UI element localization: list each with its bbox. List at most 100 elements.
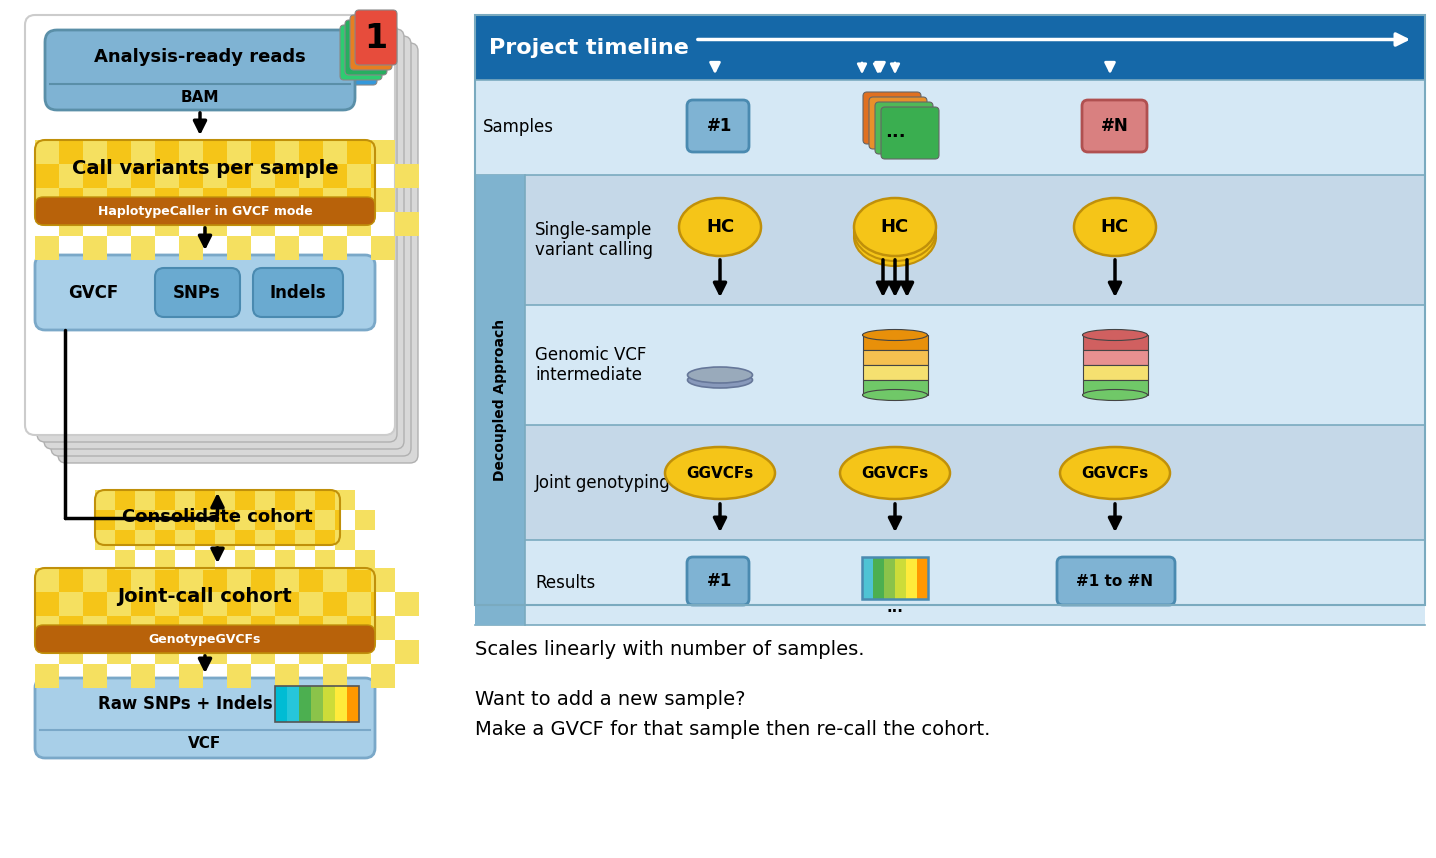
Bar xyxy=(180,188,202,212)
Bar xyxy=(370,616,395,640)
Bar xyxy=(299,164,323,188)
Bar xyxy=(475,305,1425,425)
Bar xyxy=(475,540,1425,625)
Bar xyxy=(59,592,83,616)
FancyBboxPatch shape xyxy=(350,15,392,70)
FancyBboxPatch shape xyxy=(340,25,382,80)
Text: ...: ... xyxy=(886,600,903,614)
Bar xyxy=(251,164,276,188)
Bar xyxy=(299,212,323,236)
Bar xyxy=(95,490,115,510)
Ellipse shape xyxy=(1083,329,1147,341)
Bar xyxy=(236,550,256,570)
Bar xyxy=(895,557,906,599)
Bar xyxy=(215,530,236,550)
Text: Call variants per sample: Call variants per sample xyxy=(72,159,339,178)
Text: #1 to #N: #1 to #N xyxy=(1077,573,1153,589)
FancyBboxPatch shape xyxy=(869,97,928,149)
FancyBboxPatch shape xyxy=(30,15,391,435)
Bar xyxy=(323,664,348,688)
Bar xyxy=(131,568,155,592)
Bar xyxy=(370,236,395,260)
Bar xyxy=(155,592,180,616)
Bar xyxy=(180,664,202,688)
Bar xyxy=(59,640,83,664)
FancyBboxPatch shape xyxy=(34,625,375,653)
Bar xyxy=(323,188,348,212)
Text: VCF: VCF xyxy=(188,735,221,751)
Bar xyxy=(370,664,395,688)
Bar xyxy=(323,616,348,640)
Bar xyxy=(34,188,59,212)
Text: 1: 1 xyxy=(365,21,388,55)
Bar xyxy=(335,686,348,722)
Bar xyxy=(1083,335,1147,350)
Bar xyxy=(227,236,251,260)
Text: Want to add a new sample?: Want to add a new sample? xyxy=(475,690,745,709)
Bar xyxy=(215,490,236,510)
Text: Results: Results xyxy=(536,573,596,591)
Bar xyxy=(131,140,155,164)
FancyBboxPatch shape xyxy=(34,678,375,758)
Bar xyxy=(175,490,195,510)
Bar xyxy=(135,530,155,550)
Text: GenotypeGVCFs: GenotypeGVCFs xyxy=(149,632,261,645)
Bar xyxy=(83,140,108,164)
Bar xyxy=(34,664,59,688)
Ellipse shape xyxy=(854,198,936,256)
Ellipse shape xyxy=(854,203,936,261)
FancyBboxPatch shape xyxy=(45,29,404,449)
Text: HC: HC xyxy=(707,218,734,236)
Bar xyxy=(294,490,314,510)
Text: #1: #1 xyxy=(708,572,732,590)
Text: Joint genotyping: Joint genotyping xyxy=(536,474,671,492)
Bar xyxy=(131,188,155,212)
Bar xyxy=(115,510,135,530)
Bar xyxy=(276,510,294,530)
Bar xyxy=(83,236,108,260)
Bar xyxy=(34,140,59,164)
Bar xyxy=(348,640,370,664)
Bar xyxy=(863,365,928,380)
Bar xyxy=(34,236,59,260)
Ellipse shape xyxy=(863,329,928,341)
FancyBboxPatch shape xyxy=(45,30,355,110)
Bar xyxy=(873,557,885,599)
Text: Genomic VCF
intermediate: Genomic VCF intermediate xyxy=(536,346,646,384)
Bar xyxy=(256,530,276,550)
Text: GGVCFs: GGVCFs xyxy=(686,466,754,480)
Bar xyxy=(236,510,256,530)
Bar xyxy=(180,140,202,164)
FancyBboxPatch shape xyxy=(155,268,240,317)
Bar xyxy=(348,592,370,616)
FancyBboxPatch shape xyxy=(34,140,375,225)
Bar xyxy=(312,686,323,722)
Text: GVCF: GVCF xyxy=(67,283,118,301)
Bar xyxy=(475,175,1425,305)
Ellipse shape xyxy=(1083,390,1147,401)
FancyBboxPatch shape xyxy=(34,197,375,225)
Bar xyxy=(862,557,873,599)
Text: #N: #N xyxy=(1101,117,1129,135)
Bar xyxy=(906,557,918,599)
Bar xyxy=(370,568,395,592)
Bar xyxy=(863,380,928,395)
Bar xyxy=(251,592,276,616)
FancyBboxPatch shape xyxy=(24,15,395,435)
Bar xyxy=(370,140,395,164)
Text: ...: ... xyxy=(885,123,905,141)
Bar xyxy=(276,550,294,570)
Bar xyxy=(314,510,335,530)
Bar xyxy=(862,557,928,599)
FancyBboxPatch shape xyxy=(52,36,411,456)
Text: BAM: BAM xyxy=(181,89,220,105)
Bar xyxy=(195,510,215,530)
Bar xyxy=(34,616,59,640)
Bar xyxy=(276,140,299,164)
Bar xyxy=(108,592,131,616)
Bar xyxy=(59,164,83,188)
Bar xyxy=(276,664,299,688)
Bar xyxy=(155,164,180,188)
FancyBboxPatch shape xyxy=(34,255,375,330)
Bar xyxy=(314,550,335,570)
